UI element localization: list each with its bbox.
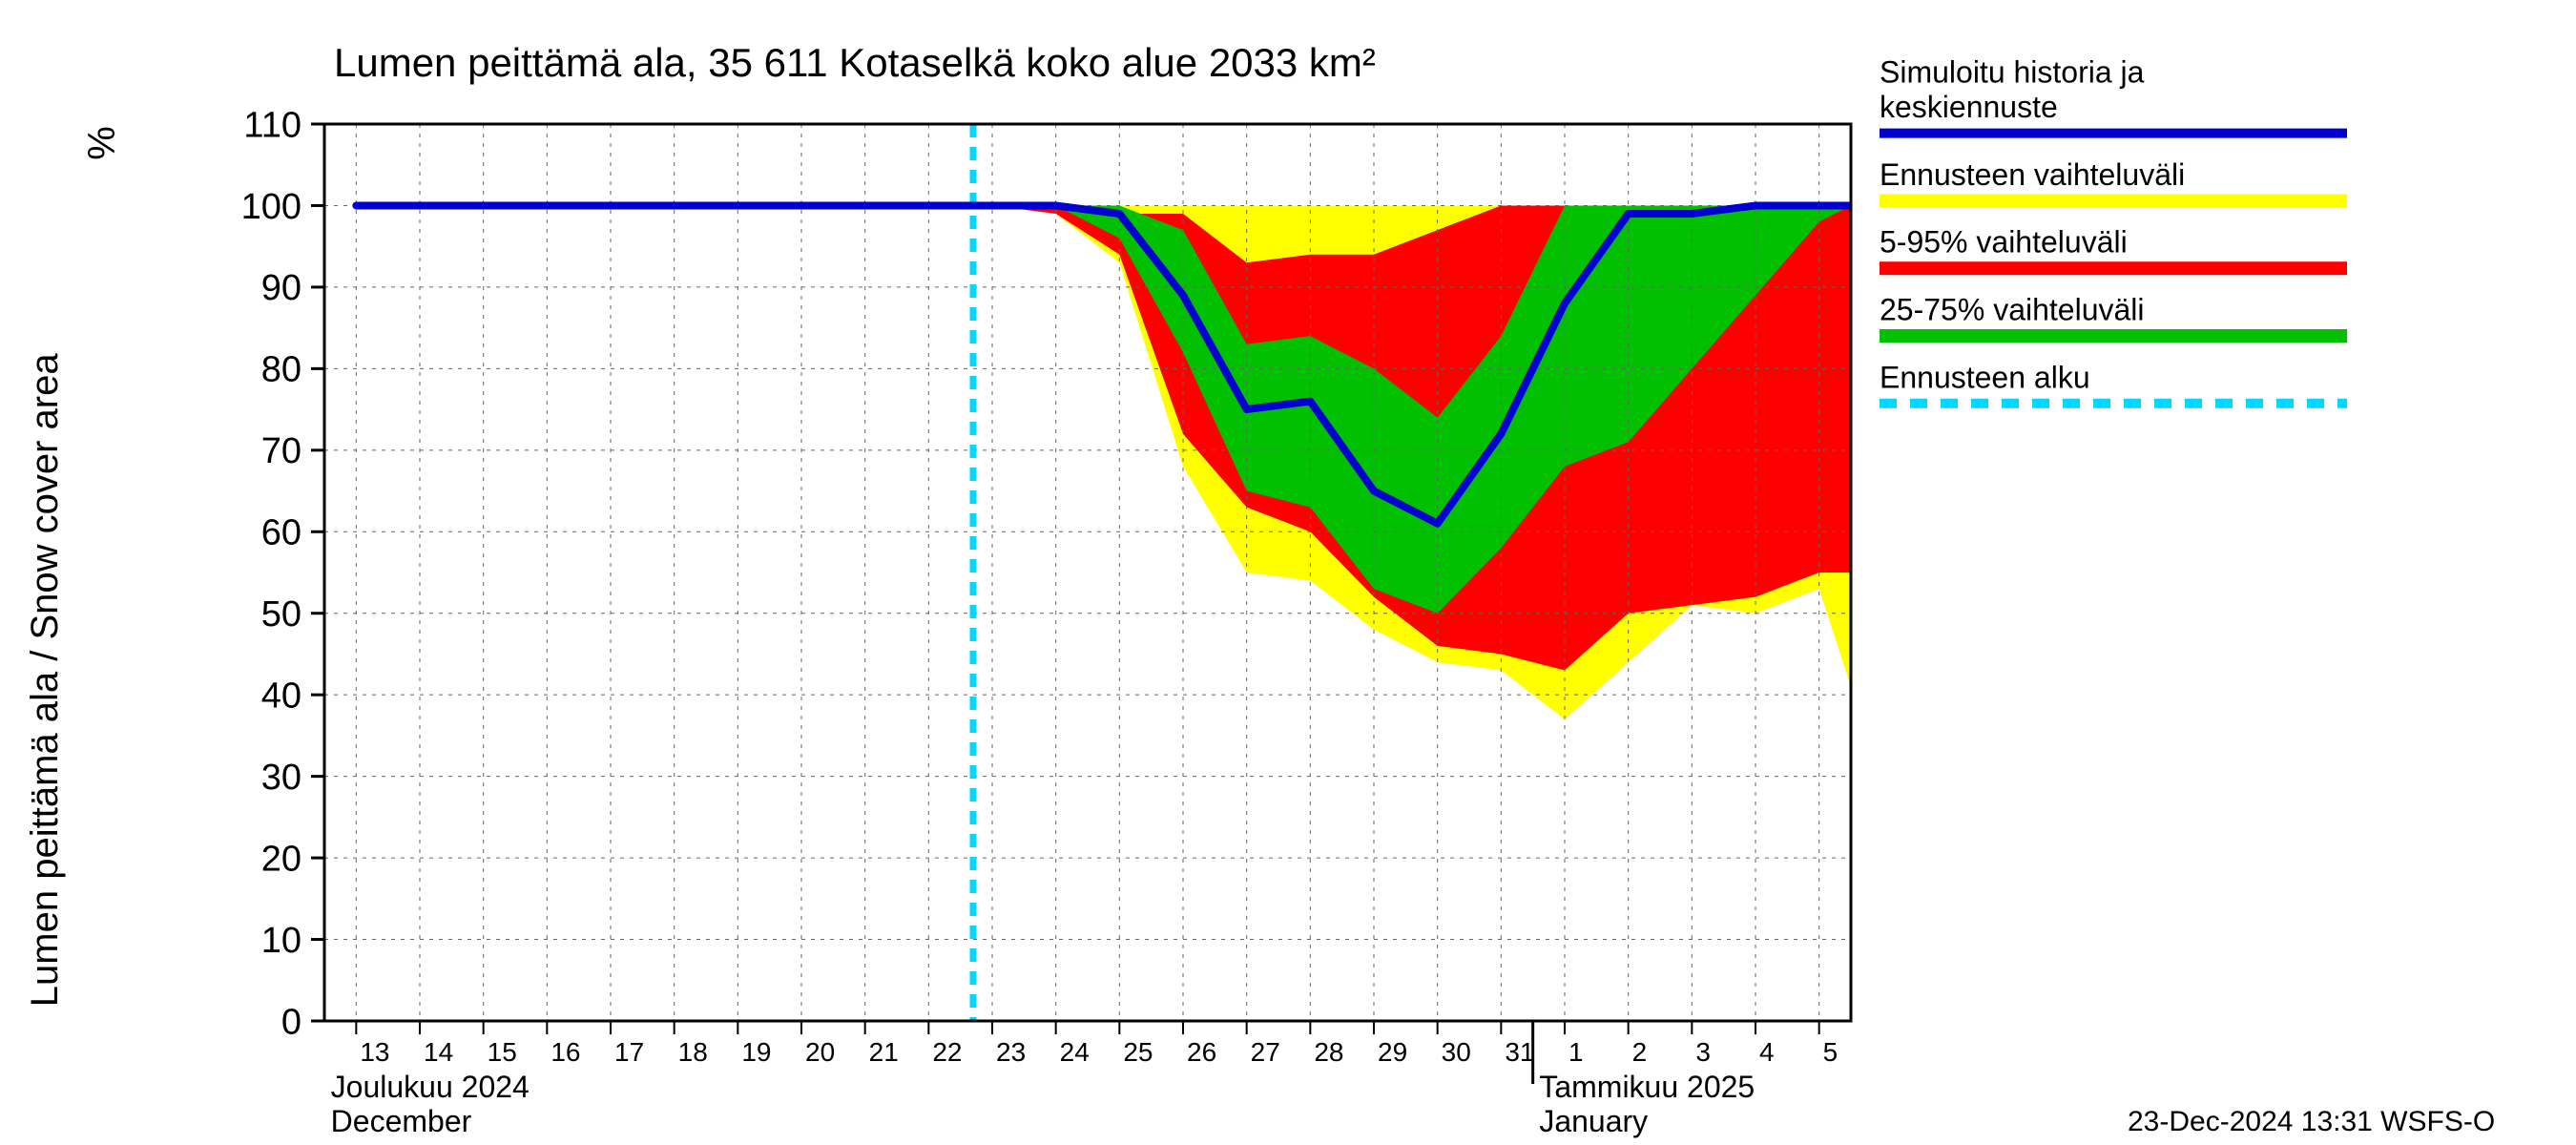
xtick-day: 4 bbox=[1759, 1037, 1775, 1067]
ytick-label: 90 bbox=[261, 268, 301, 308]
legend-label: Ennusteen alku bbox=[1880, 360, 2090, 394]
xtick-day: 1 bbox=[1568, 1037, 1584, 1067]
legend-label: 5-95% vaihteluväli bbox=[1880, 225, 2128, 260]
snow-cover-chart: 0102030405060708090100110131415161718192… bbox=[0, 0, 2576, 1145]
ytick-label: 40 bbox=[261, 676, 301, 716]
ytick-label: 0 bbox=[281, 1002, 301, 1042]
month-label-fi: Tammikuu 2025 bbox=[1539, 1070, 1755, 1104]
legend-label: Simuloitu historia ja bbox=[1880, 54, 2145, 89]
legend-label: keskiennuste bbox=[1880, 90, 2058, 124]
xtick-day: 25 bbox=[1123, 1037, 1153, 1067]
xtick-day: 14 bbox=[424, 1037, 453, 1067]
xtick-day: 23 bbox=[996, 1037, 1026, 1067]
xtick-day: 26 bbox=[1187, 1037, 1216, 1067]
bands bbox=[356, 205, 1851, 718]
ytick-label: 110 bbox=[243, 105, 301, 145]
month-label-fi: Joulukuu 2024 bbox=[331, 1070, 530, 1104]
xtick-day: 17 bbox=[614, 1037, 644, 1067]
ytick-label: 70 bbox=[261, 431, 301, 471]
xtick-day: 29 bbox=[1378, 1037, 1407, 1067]
legend-swatch bbox=[1880, 329, 2347, 343]
xtick-day: 18 bbox=[678, 1037, 708, 1067]
xtick-day: 20 bbox=[805, 1037, 835, 1067]
xtick-day: 3 bbox=[1695, 1037, 1711, 1067]
xtick-day: 24 bbox=[1060, 1037, 1090, 1067]
ytick-label: 10 bbox=[261, 921, 301, 961]
ytick-label: 50 bbox=[261, 594, 301, 635]
xtick-day: 31 bbox=[1505, 1037, 1534, 1067]
ytick-label: 20 bbox=[261, 839, 301, 879]
legend-label: 25-75% vaihteluväli bbox=[1880, 292, 2145, 326]
footer-timestamp: 23-Dec-2024 13:31 WSFS-O bbox=[2128, 1106, 2495, 1137]
legend-label: Ennusteen vaihteluväli bbox=[1880, 157, 2185, 192]
xtick-day: 2 bbox=[1632, 1037, 1648, 1067]
month-label-en: January bbox=[1539, 1104, 1648, 1138]
xtick-day: 27 bbox=[1251, 1037, 1280, 1067]
chart-title: Lumen peittämä ala, 35 611 Kotaselkä kok… bbox=[334, 40, 1376, 85]
ytick-label: 80 bbox=[261, 350, 301, 390]
xtick-day: 21 bbox=[869, 1037, 899, 1067]
xtick-day: 19 bbox=[741, 1037, 771, 1067]
xtick-day: 13 bbox=[360, 1037, 389, 1067]
ytick-label: 30 bbox=[261, 758, 301, 798]
legend-swatch bbox=[1880, 261, 2347, 275]
ytick-label: 100 bbox=[241, 187, 301, 227]
yaxis-unit: % bbox=[81, 126, 123, 160]
xtick-day: 5 bbox=[1823, 1037, 1839, 1067]
month-label-en: December bbox=[331, 1104, 472, 1138]
xtick-day: 22 bbox=[932, 1037, 962, 1067]
xtick-day: 16 bbox=[551, 1037, 580, 1067]
xtick-day: 15 bbox=[488, 1037, 517, 1067]
legend-swatch bbox=[1880, 194, 2347, 207]
ytick-label: 60 bbox=[261, 513, 301, 553]
yaxis-label: Lumen peittämä ala / Snow cover area bbox=[24, 353, 66, 1008]
xtick-day: 30 bbox=[1442, 1037, 1471, 1067]
xtick-day: 28 bbox=[1314, 1037, 1343, 1067]
